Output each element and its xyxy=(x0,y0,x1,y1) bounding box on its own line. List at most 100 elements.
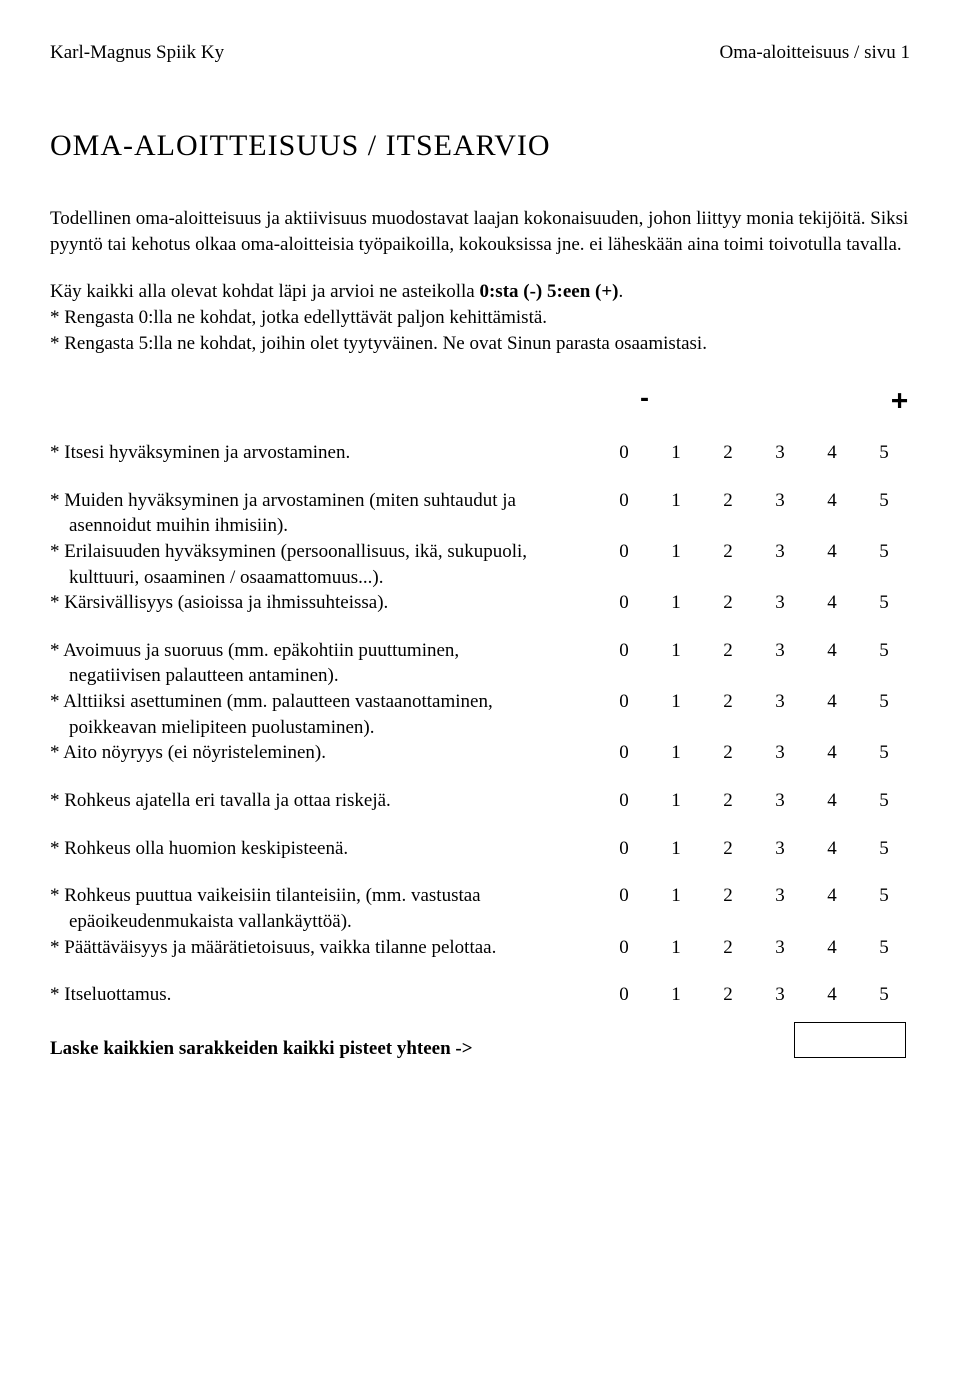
rating-cell[interactable]: 1 xyxy=(650,539,702,565)
rating-cell[interactable]: 4 xyxy=(806,788,858,814)
rating-row-cont: negatiivisen palautteen antaminen). xyxy=(50,663,910,689)
rating-label: * Kärsivällisyys (asioissa ja ihmissuhte… xyxy=(50,590,598,616)
rating-row: * Avoimuus ja suoruus (mm. epäkohtiin pu… xyxy=(50,638,910,664)
group-gap xyxy=(50,466,910,488)
rating-cell[interactable]: 5 xyxy=(858,935,910,961)
rating-cell[interactable]: 0 xyxy=(598,590,650,616)
rating-label: * Itseluottamus. xyxy=(50,982,598,1008)
minus-icon: - xyxy=(638,386,811,415)
rating-cell[interactable]: 3 xyxy=(754,638,806,664)
rating-cell[interactable]: 4 xyxy=(806,883,858,909)
rating-label: * Rohkeus ajatella eri tavalla ja ottaa … xyxy=(50,788,598,814)
total-box[interactable] xyxy=(794,1022,906,1058)
rating-cell[interactable]: 4 xyxy=(806,440,858,466)
rating-cell[interactable]: 2 xyxy=(702,590,754,616)
rating-cell[interactable]: 5 xyxy=(858,982,910,1008)
rating-cell[interactable]: 0 xyxy=(598,440,650,466)
group-gap xyxy=(50,814,910,836)
rating-row-cont: kulttuuri, osaaminen / osaamattomuus...)… xyxy=(50,565,910,591)
rating-cell[interactable]: 3 xyxy=(754,488,806,514)
rating-cell[interactable]: 0 xyxy=(598,638,650,664)
instr-line2: * Rengasta 0:lla ne kohdat, jotka edelly… xyxy=(50,305,910,331)
rating-row: * Rohkeus puuttua vaikeisiin tilanteisii… xyxy=(50,883,910,909)
rating-cell[interactable]: 5 xyxy=(858,689,910,715)
rating-cell[interactable]: 0 xyxy=(598,982,650,1008)
rating-cell[interactable]: 4 xyxy=(806,488,858,514)
rating-cell[interactable]: 0 xyxy=(598,740,650,766)
rating-row: * Päättäväisyys ja määrätietoisuus, vaik… xyxy=(50,935,910,961)
rating-label-cont: epäoikeudenmukaista vallankäyttöä). xyxy=(50,909,910,935)
rating-cell[interactable]: 4 xyxy=(806,935,858,961)
rating-cell[interactable]: 2 xyxy=(702,935,754,961)
rating-cell[interactable]: 0 xyxy=(598,935,650,961)
rating-cell[interactable]: 5 xyxy=(858,836,910,862)
rating-cell[interactable]: 2 xyxy=(702,488,754,514)
rating-cell[interactable]: 1 xyxy=(650,590,702,616)
rating-cell[interactable]: 1 xyxy=(650,689,702,715)
group-gap xyxy=(50,960,910,982)
rating-cell[interactable]: 0 xyxy=(598,883,650,909)
rating-cell[interactable]: 1 xyxy=(650,836,702,862)
rating-cell[interactable]: 1 xyxy=(650,935,702,961)
instr-line1: Käy kaikki alla olevat kohdat läpi ja ar… xyxy=(50,279,910,305)
rating-cell[interactable]: 2 xyxy=(702,883,754,909)
rating-cell[interactable]: 3 xyxy=(754,935,806,961)
rating-cell[interactable]: 0 xyxy=(598,689,650,715)
rating-cell[interactable]: 5 xyxy=(858,590,910,616)
rating-cell[interactable]: 5 xyxy=(858,488,910,514)
rating-cell[interactable]: 5 xyxy=(858,788,910,814)
rating-cell[interactable]: 1 xyxy=(650,488,702,514)
rating-cell[interactable]: 0 xyxy=(598,539,650,565)
rating-cell[interactable]: 3 xyxy=(754,836,806,862)
rating-cell[interactable]: 4 xyxy=(806,740,858,766)
rating-label-cont: negatiivisen palautteen antaminen). xyxy=(50,663,910,689)
rating-row: * Rohkeus ajatella eri tavalla ja ottaa … xyxy=(50,788,910,814)
rating-cell[interactable]: 1 xyxy=(650,788,702,814)
rating-cell[interactable]: 1 xyxy=(650,440,702,466)
rating-cell[interactable]: 5 xyxy=(858,440,910,466)
rating-cell[interactable]: 2 xyxy=(702,982,754,1008)
rating-cell[interactable]: 2 xyxy=(702,689,754,715)
rating-cell[interactable]: 4 xyxy=(806,982,858,1008)
rating-label-cont: kulttuuri, osaaminen / osaamattomuus...)… xyxy=(50,565,910,591)
rating-cell[interactable]: 1 xyxy=(650,883,702,909)
rating-cell[interactable]: 5 xyxy=(858,740,910,766)
rating-cell[interactable]: 5 xyxy=(858,883,910,909)
rating-cell[interactable]: 0 xyxy=(598,788,650,814)
rating-cell[interactable]: 3 xyxy=(754,982,806,1008)
rating-cell[interactable]: 3 xyxy=(754,689,806,715)
rating-cell[interactable]: 4 xyxy=(806,638,858,664)
rating-cell[interactable]: 1 xyxy=(650,982,702,1008)
header-left: Karl-Magnus Spiik Ky xyxy=(50,40,224,66)
rating-cell[interactable]: 2 xyxy=(702,440,754,466)
rating-cell[interactable]: 4 xyxy=(806,689,858,715)
rating-cell[interactable]: 3 xyxy=(754,740,806,766)
page-title: OMA-ALOITTEISUUS / ITSEARVIO xyxy=(50,126,910,167)
rating-cell[interactable]: 1 xyxy=(650,638,702,664)
rating-row: * Muiden hyväksyminen ja arvostaminen (m… xyxy=(50,488,910,514)
rating-cell[interactable]: 4 xyxy=(806,590,858,616)
rating-cell[interactable]: 1 xyxy=(650,740,702,766)
rating-cell[interactable]: 5 xyxy=(858,638,910,664)
rating-cell[interactable]: 3 xyxy=(754,883,806,909)
intro-text: Todellinen oma-aloitteisuus ja aktiivisu… xyxy=(50,206,910,257)
rating-cell[interactable]: 2 xyxy=(702,740,754,766)
rating-cell[interactable]: 3 xyxy=(754,788,806,814)
rating-cell[interactable]: 3 xyxy=(754,539,806,565)
rating-cell[interactable]: 3 xyxy=(754,590,806,616)
rating-cell[interactable]: 2 xyxy=(702,836,754,862)
rating-cell[interactable]: 4 xyxy=(806,539,858,565)
rating-cell[interactable]: 4 xyxy=(806,836,858,862)
sign-row: - + xyxy=(50,386,910,415)
rating-cell[interactable]: 2 xyxy=(702,539,754,565)
rating-cell[interactable]: 0 xyxy=(598,836,650,862)
rating-cell[interactable]: 2 xyxy=(702,638,754,664)
rating-cell[interactable]: 2 xyxy=(702,788,754,814)
rating-cell[interactable]: 3 xyxy=(754,440,806,466)
footer-label: Laske kaikkien sarakkeiden kaikki pistee… xyxy=(50,1036,473,1062)
rating-cell[interactable]: 0 xyxy=(598,488,650,514)
rating-cell[interactable]: 5 xyxy=(858,539,910,565)
plus-icon: + xyxy=(891,386,908,415)
rating-label-cont: poikkeavan mielipiteen puolustaminen). xyxy=(50,715,910,741)
rating-label: * Rohkeus olla huomion keskipisteenä. xyxy=(50,836,598,862)
